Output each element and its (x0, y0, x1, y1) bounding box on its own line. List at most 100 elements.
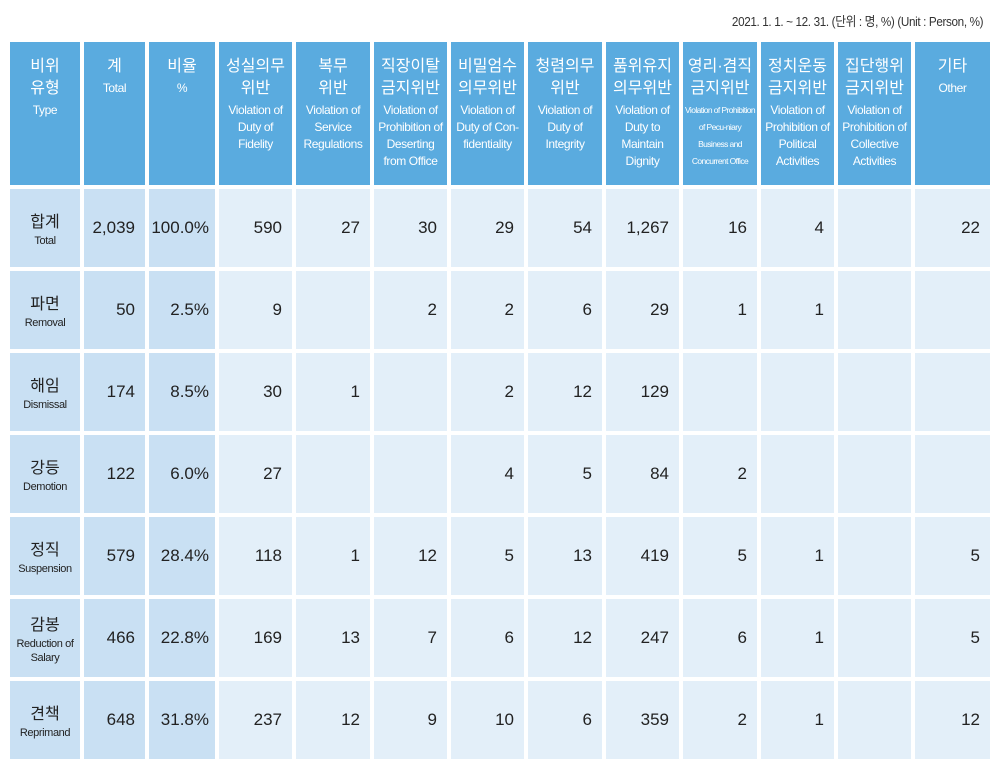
table-cell: 1 (761, 599, 834, 677)
row-label-en: Reduction of Salary (16, 638, 74, 664)
table-cell: 1 (761, 271, 834, 349)
table-cell: 579 (84, 517, 145, 595)
column-header: 계 Total (84, 42, 145, 185)
table-cell: 9 (374, 681, 447, 759)
table-cell (761, 353, 834, 431)
table-cell: 16 (683, 189, 757, 267)
table-cell (838, 435, 911, 513)
column-header: 복무 위반 Violation of Service Regulations (296, 42, 370, 185)
column-header-ko: 비위 유형 (30, 58, 60, 97)
column-header: 비위 유형 Type (10, 42, 80, 185)
table-cell: 590 (219, 189, 292, 267)
table-cell (838, 189, 911, 267)
column-header-en: Other (938, 81, 967, 95)
column-header-en: Violation of Duty of Integrity (537, 103, 593, 151)
column-header: 청렴의무 위반 Violation of Duty of Integrity (528, 42, 602, 185)
row-label: 파면 Removal (10, 271, 80, 349)
table-cell: 28.4% (149, 517, 215, 595)
header-row: 비위 유형 Type 계 Total 비율% 성실의무 위반 Violation of Du… (10, 42, 990, 185)
column-header: 비율% (149, 42, 215, 185)
table-cell: 12 (374, 517, 447, 595)
table-cell: 9 (219, 271, 292, 349)
table-cell: 466 (84, 599, 145, 677)
column-header-ko: 정치운동 금지위반 (768, 58, 827, 97)
table-cell: 13 (528, 517, 602, 595)
table-cell (761, 435, 834, 513)
table-cell: 27 (296, 189, 370, 267)
row-label-ko: 합계 (30, 214, 60, 231)
table-cell: 1 (761, 517, 834, 595)
row-label-en: Suspension (18, 563, 72, 575)
table-cell: 30 (219, 353, 292, 431)
column-header-ko: 집단행위 금지위반 (845, 58, 904, 97)
column-header-en: Violation of Prohibition of Collective A… (842, 103, 907, 168)
column-header: 성실의무 위반 Violation of Duty of Fidelity (219, 42, 292, 185)
table-cell: 4 (761, 189, 834, 267)
table-cell: 2 (683, 435, 757, 513)
table-cell: 648 (84, 681, 145, 759)
table-cell: 174 (84, 353, 145, 431)
table-cell: 10 (451, 681, 524, 759)
row-label-en: Total (34, 235, 56, 247)
table-cell: 2 (683, 681, 757, 759)
table-row: 해임 Dismissal 174 8.5% 30 1 2 12 129 (10, 353, 990, 431)
table-cell: 1 (683, 271, 757, 349)
row-label-en: Demotion (23, 481, 67, 493)
table-cell: 12 (296, 681, 370, 759)
table-cell: 5 (451, 517, 524, 595)
table-cell: 6 (528, 271, 602, 349)
discipline-table: 비위 유형 Type 계 Total 비율% 성실의무 위반 Violation of Du… (6, 38, 994, 763)
column-header-ko: 비율 (167, 58, 197, 75)
column-header-en: Violation of Service Regulations (303, 103, 363, 151)
row-label-ko: 감봉 (30, 617, 60, 634)
table-cell: 12 (915, 681, 990, 759)
row-label-ko: 정직 (30, 542, 60, 559)
column-header-ko: 직장이탈 금지위반 (381, 58, 440, 97)
column-header-en: Violation of Duty of Con-fidentiality (456, 103, 519, 151)
table-cell: 2 (451, 353, 524, 431)
table-cell: 359 (606, 681, 679, 759)
table-cell (683, 353, 757, 431)
table-cell: 27 (219, 435, 292, 513)
column-header: 기타 Other (915, 42, 990, 185)
table-cell: 122 (84, 435, 145, 513)
table-cell: 419 (606, 517, 679, 595)
table-cell: 2.5% (149, 271, 215, 349)
row-label-en: Removal (24, 317, 66, 329)
table-row: 감봉 Reduction of Salary 466 22.8% 169 13 7 6 12 24… (10, 599, 990, 677)
table-row: 정직 Suspension 579 28.4% 118 1 12 5 13 419 5 1 5 (10, 517, 990, 595)
table-row: 파면 Removal 50 2.5% 9 2 2 6 29 1 1 (10, 271, 990, 349)
column-header: 비밀엄수 의무위반 Violation of Duty of Con-fident… (451, 42, 524, 185)
table-cell: 169 (219, 599, 292, 677)
row-label-ko: 파면 (30, 296, 60, 313)
table-cell: 50 (84, 271, 145, 349)
column-header-ko: 기타 (937, 58, 968, 75)
column-header-en: Violation of Prohibition of Deserting fr… (378, 103, 443, 168)
column-header-en: Total (102, 81, 127, 95)
table-cell: 4 (451, 435, 524, 513)
row-label-ko: 강등 (30, 460, 60, 477)
row-label: 해임 Dismissal (10, 353, 80, 431)
column-header-en: % (176, 81, 188, 95)
table-cell (915, 353, 990, 431)
table-cell: 8.5% (149, 353, 215, 431)
column-header-ko: 영리·겸직 금지위반 (687, 58, 753, 97)
column-header: 직장이탈 금지위반 Violation of Prohibition of Des… (374, 42, 447, 185)
table-cell: 2 (374, 271, 447, 349)
column-header: 영리·겸직 금지위반 Violation of Prohibition of Pe… (683, 42, 757, 185)
table-cell: 6 (528, 681, 602, 759)
table-row: 강등 Demotion 122 6.0% 27 4 5 84 2 (10, 435, 990, 513)
table-cell: 84 (606, 435, 679, 513)
table-cell: 100.0% (149, 189, 215, 267)
column-header-ko: 청렴의무 위반 (535, 58, 595, 97)
column-header: 품위유지 의무위반 Violation of Duty to Maintain D… (606, 42, 679, 185)
table-cell: 30 (374, 189, 447, 267)
row-label-en: Dismissal (23, 399, 67, 411)
column-header: 집단행위 금지위반 Violation of Prohibition of Col… (838, 42, 911, 185)
unit-note: 2021. 1. 1. ~ 12. 31. (단위 : 명, %) (Unit … (731, 14, 984, 29)
column-header-ko: 비밀엄수 의무위반 (458, 58, 517, 97)
table-cell: 22 (915, 189, 990, 267)
table-cell (838, 681, 911, 759)
table-cell: 7 (374, 599, 447, 677)
table-cell: 6 (451, 599, 524, 677)
